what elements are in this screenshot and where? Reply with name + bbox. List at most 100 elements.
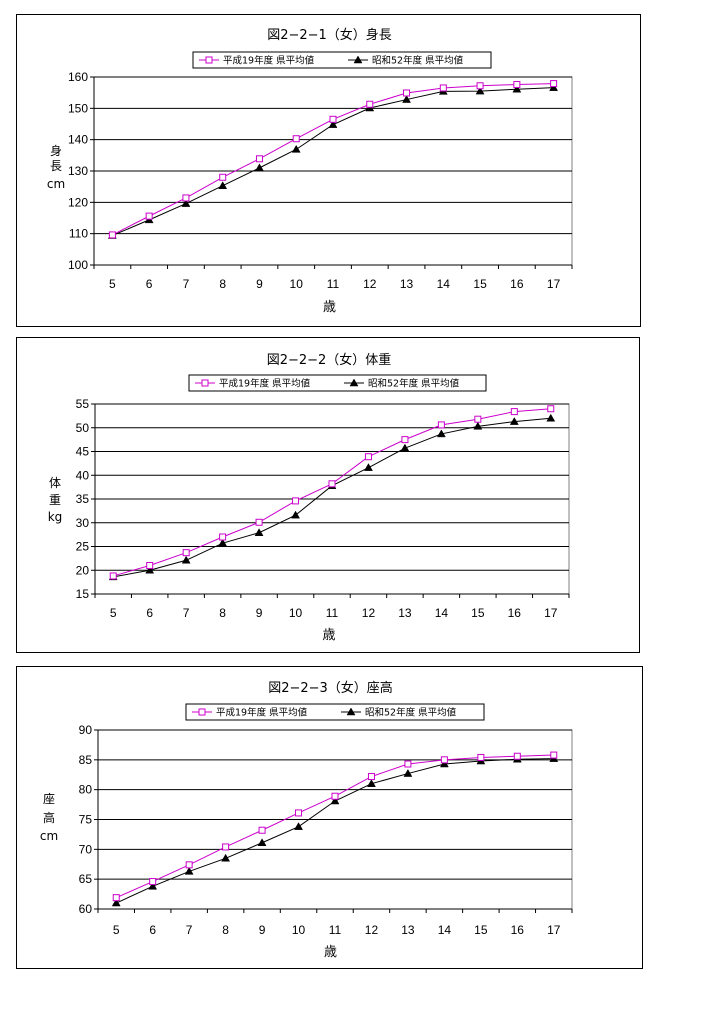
x-tick-label: 15 [473,277,487,291]
y-axis-label-char-2: 重 [49,493,61,507]
data-point-0 [439,84,447,92]
y-tick-label: 85 [79,753,93,767]
y-tick-label: 70 [79,842,93,856]
legend-label-1: 昭和52年度 県平均値 [368,378,460,390]
x-tick-label: 10 [292,923,306,937]
x-tick-label: 14 [435,606,449,620]
y-tick-label: 110 [69,227,88,241]
x-tick-label: 15 [474,923,488,937]
data-point-0 [255,155,263,163]
y-tick-label: 30 [76,516,90,530]
data-point-0 [219,533,227,541]
data-point-0 [440,756,448,764]
legend-marker-0 [198,708,206,716]
data-point-1 [218,181,228,189]
chart-title: 図2−2−3（女）座高 [268,680,393,696]
x-tick-label: 16 [510,277,524,291]
data-point-1 [364,463,373,471]
x-tick-label: 8 [222,923,229,937]
x-tick-label: 14 [438,923,452,937]
legend-marker-1 [349,378,359,387]
data-point-1 [218,538,228,547]
data-point-0 [222,843,230,851]
y-axis-unit: cm [40,829,58,843]
data-point-1 [291,510,300,519]
x-tick-label: 15 [471,606,485,620]
data-point-1 [549,83,559,91]
y-tick-label: 35 [76,492,90,506]
legend-box [188,374,487,392]
y-tick-label: 160 [68,70,88,84]
data-point-1 [439,759,449,768]
y-axis-unit: cm [47,177,65,191]
data-point-1 [436,429,446,438]
data-point-0 [292,497,300,505]
legend-label-0: 平成19年度 県平均値 [223,55,315,67]
data-point-1 [181,199,191,207]
data-point-0 [510,408,518,416]
x-tick-label: 12 [365,923,379,937]
y-tick-label: 65 [79,872,93,886]
legend-label-1: 昭和52年度 県平均値 [365,707,457,719]
data-point-0 [513,752,521,760]
x-tick-label: 6 [146,606,153,620]
data-point-0 [476,82,484,90]
legend-marker-0 [201,379,209,387]
chart-panel-weight: 図2−2−2（女）体重平成19年度 県平均値 昭和52年度 県平均値 15 20 25 3… [16,337,640,653]
data-point-0 [404,760,412,768]
chart-title: 図2−2−1（女）身長 [267,27,392,43]
data-point-1 [509,417,519,425]
data-point-0 [550,80,558,88]
y-tick-label: 75 [79,813,93,827]
x-tick-label: 11 [326,606,339,620]
x-tick-label: 13 [398,606,412,620]
data-point-0 [112,894,120,902]
y-tick-label: 40 [76,468,90,482]
chart-panel-sitting-height: 図2−2−3（女）座高 平成19年度 県平均値 昭和52年度 県平均値 60 65 70 7… [16,666,643,969]
data-point-0 [403,89,411,97]
data-point-0 [292,135,300,143]
x-tick-label: 7 [183,606,190,620]
x-tick-label: 13 [401,923,415,937]
data-point-1 [367,779,376,787]
x-tick-label: 9 [256,277,263,291]
x-tick-label: 7 [186,923,193,937]
data-point-1 [291,144,301,153]
x-tick-label: 9 [256,606,263,620]
y-tick-label: 140 [68,133,88,147]
data-point-1 [111,898,121,907]
chart-title: 図2−2−2（女）体重 [267,352,392,368]
data-point-0 [331,792,339,800]
y-tick-label: 25 [76,540,90,554]
x-tick-label: 9 [259,923,266,937]
x-tick-label: 8 [219,606,226,620]
data-point-0 [366,100,374,108]
y-tick-label: 15 [76,587,90,601]
legend-box [185,703,485,721]
y-axis-label-char-1: 体 [49,476,61,490]
data-point-1 [255,163,264,172]
x-tick-label: 17 [547,277,561,291]
data-point-1 [257,838,267,847]
y-tick-label: 90 [79,723,93,737]
data-point-0 [364,453,372,461]
data-point-0 [185,861,193,869]
y-tick-label: 55 [76,397,90,411]
data-point-0 [258,826,266,834]
data-point-0 [219,173,227,181]
data-point-0 [401,436,409,444]
y-tick-label: 20 [76,563,90,577]
data-point-0 [550,751,558,759]
data-point-1 [145,565,155,574]
y-tick-label: 45 [76,445,90,459]
data-point-0 [328,480,336,488]
y-tick-label: 50 [76,421,90,435]
legend-label-0: 平成19年度 県平均値 [219,378,311,390]
data-point-1 [400,443,410,452]
data-point-0 [149,878,157,886]
legend-marker-1 [346,707,356,716]
x-tick-label: 16 [508,606,522,620]
y-tick-label: 100 [68,258,88,272]
